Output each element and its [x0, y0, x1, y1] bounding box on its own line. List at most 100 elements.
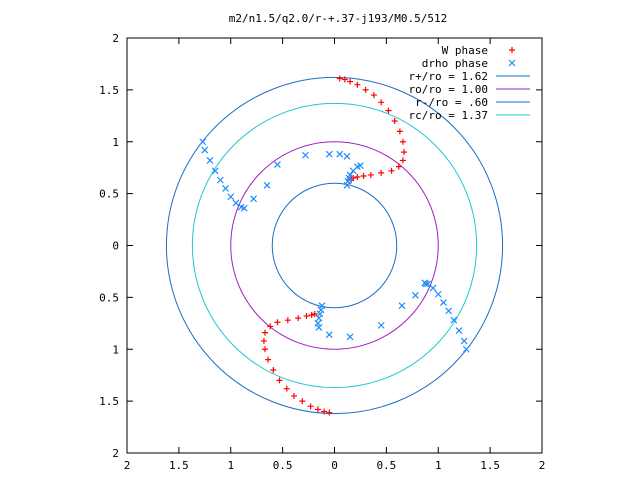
data-point — [318, 302, 326, 310]
data-point — [317, 306, 325, 314]
data-point — [263, 181, 271, 189]
data-point — [267, 323, 274, 330]
y-tick-label: 1 — [112, 343, 119, 356]
data-point — [391, 118, 398, 124]
series-0 — [260, 75, 408, 416]
reference-circles — [165, 76, 504, 415]
data-point — [346, 333, 354, 341]
data-point — [308, 312, 315, 319]
data-point — [357, 162, 364, 170]
legend-label: W phase — [442, 44, 488, 57]
chart-title: m2/n1.5/q2.0/r-+.37-j193/M0.5/512 — [229, 12, 448, 25]
data-point — [396, 128, 403, 135]
y-tick-label: 0 — [112, 240, 119, 253]
legend-swatch — [509, 47, 515, 53]
y-tick-label: 0.5 — [99, 188, 119, 201]
data-point — [295, 315, 302, 322]
data-point — [316, 310, 324, 318]
data-point — [450, 316, 458, 324]
data-point — [261, 346, 268, 353]
data-point — [206, 157, 214, 164]
legend-swatch — [508, 59, 516, 67]
data-point — [455, 327, 463, 334]
data-point — [284, 317, 291, 324]
data-point — [343, 152, 351, 160]
x-tick-label: 2 — [124, 459, 131, 472]
legend-label: ro/ro = 1.00 — [409, 83, 488, 96]
data-point — [326, 409, 333, 416]
data-point — [299, 398, 306, 405]
data-point — [232, 199, 240, 207]
data-point — [398, 302, 406, 310]
y-tick-label: 2 — [112, 447, 119, 460]
data-point — [222, 185, 229, 192]
y-tick-label: 1.5 — [99, 84, 119, 97]
data-point — [314, 406, 321, 413]
data-point — [216, 176, 224, 184]
data-point — [462, 345, 470, 353]
data-point — [303, 313, 310, 320]
data-point — [315, 324, 323, 331]
data-point — [385, 107, 392, 114]
axis-ticks: 2 1.5 1 0.5 0 0.5 1 1.5 221.510.500.511.52 — [99, 32, 545, 472]
data-point — [261, 329, 268, 336]
legend-label: r+/ro = 1.62 — [409, 70, 488, 83]
data-point — [270, 367, 277, 373]
data-point — [260, 337, 267, 344]
data-point — [336, 150, 344, 158]
legend-label: rc/ro = 1.37 — [409, 109, 488, 122]
data-point — [412, 291, 419, 299]
circle-0 — [165, 76, 504, 415]
data-point — [346, 171, 354, 179]
data-point — [321, 408, 328, 415]
data-point — [341, 76, 348, 83]
data-point — [291, 392, 298, 399]
y-tick-label: 2 — [112, 32, 119, 45]
data-point — [378, 169, 385, 176]
data-point — [250, 195, 257, 203]
circle-3 — [191, 102, 478, 389]
data-point — [360, 172, 367, 179]
legend-label: drho phase — [422, 57, 488, 70]
data-point — [211, 167, 219, 175]
data-point — [307, 403, 314, 410]
data-point — [378, 99, 385, 106]
data-point — [314, 319, 322, 327]
data-series — [199, 75, 470, 416]
data-point — [429, 284, 437, 292]
data-point — [227, 193, 235, 201]
y-tick-label: 1 — [112, 136, 119, 149]
data-point — [367, 171, 374, 178]
data-point — [354, 174, 361, 181]
data-point — [399, 157, 406, 164]
data-point — [434, 290, 442, 298]
data-point — [274, 161, 281, 168]
data-point — [276, 377, 283, 384]
data-point — [283, 385, 290, 392]
x-tick-label: 1.5 — [169, 459, 189, 472]
data-point — [395, 163, 402, 170]
data-point — [354, 81, 361, 88]
data-point — [336, 75, 343, 82]
data-point — [315, 314, 323, 322]
data-point — [325, 331, 333, 339]
data-point — [343, 181, 351, 189]
y-tick-label: 1.5 — [99, 395, 119, 408]
x-tick-label: 1 — [435, 459, 442, 472]
data-point — [388, 167, 395, 174]
data-point — [325, 150, 333, 158]
data-point — [377, 321, 385, 329]
data-point — [399, 138, 406, 145]
data-point — [302, 151, 309, 159]
x-tick-label: 1.5 — [480, 459, 500, 472]
data-point — [199, 138, 207, 146]
data-point — [362, 86, 369, 93]
circle-2 — [271, 182, 398, 309]
series-1 — [199, 138, 470, 353]
data-point — [265, 356, 272, 363]
data-point — [370, 92, 377, 99]
data-point — [240, 204, 248, 212]
x-tick-label: 0 — [331, 459, 338, 472]
